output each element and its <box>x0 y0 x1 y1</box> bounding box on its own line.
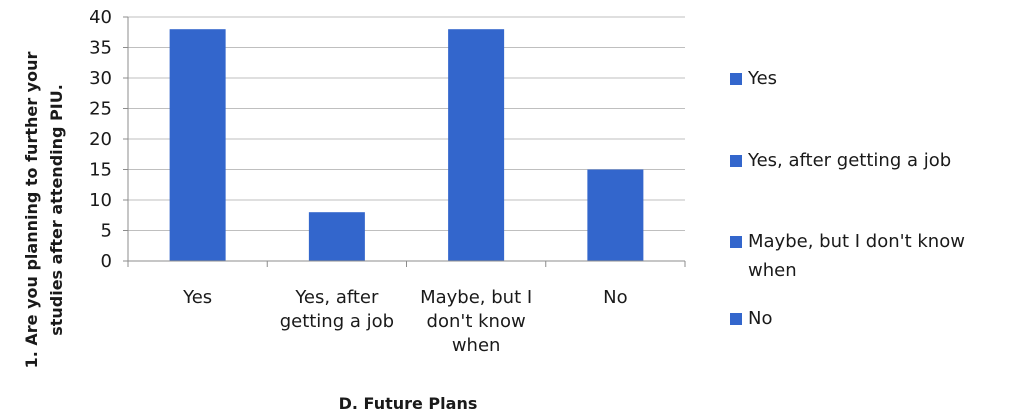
y-tick-label: 35 <box>89 38 112 59</box>
y-tick-label: 0 <box>101 251 112 272</box>
y-tick-labels: 0 5 10 15 20 25 30 35 40 <box>89 7 112 272</box>
y-tick-label: 5 <box>101 221 112 242</box>
bars <box>169 29 644 262</box>
y-tick-label: 15 <box>89 160 112 181</box>
legend-label: Maybe, but I don't know when <box>748 231 965 281</box>
legend: Yes Yes, after getting a job Maybe, but I … <box>730 68 965 329</box>
y-axis-title: 1. Are you planning to further your studi… <box>22 52 66 369</box>
y-tick-label: 10 <box>89 190 112 211</box>
y-tick-label: 30 <box>89 68 112 89</box>
x-axis-title: D. Future Plans <box>339 394 478 413</box>
x-category-label: Yes, after getting a job <box>280 287 394 332</box>
bar <box>308 212 365 261</box>
legend-label: No <box>748 308 772 329</box>
bar <box>448 29 505 262</box>
legend-label: Yes <box>747 68 777 89</box>
bar <box>587 169 644 261</box>
y-tick-label: 20 <box>89 129 112 150</box>
x-category-label: Yes <box>182 287 212 308</box>
axes <box>123 16 686 267</box>
x-category-label: No <box>603 287 627 308</box>
legend-swatch <box>730 155 742 167</box>
legend-label: Yes, after getting a job <box>747 150 951 171</box>
legend-swatch <box>730 236 742 248</box>
y-tick-label: 40 <box>89 7 112 28</box>
legend-swatch <box>730 73 742 85</box>
bar <box>169 29 226 262</box>
y-tick-label: 25 <box>89 99 112 120</box>
legend-swatch <box>730 313 742 325</box>
